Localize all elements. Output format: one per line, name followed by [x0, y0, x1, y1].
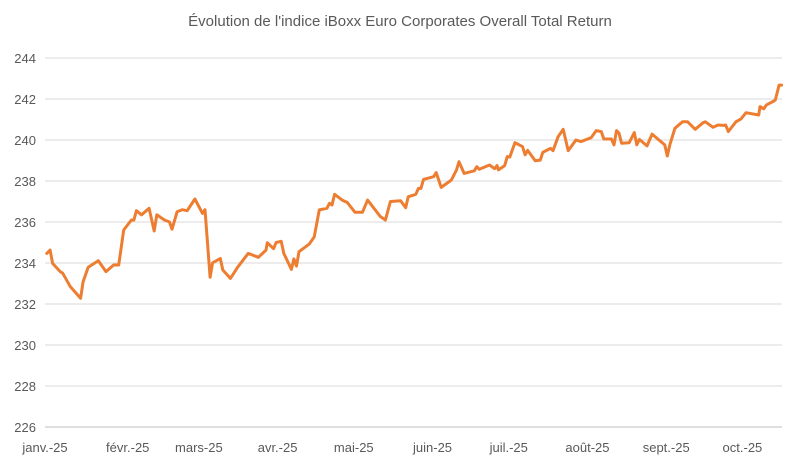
series-layer — [47, 85, 782, 298]
y-tick-label: 236 — [14, 215, 36, 230]
y-tick-label: 242 — [14, 92, 36, 107]
x-tick-label: sept.-25 — [643, 440, 690, 455]
y-tick-label: 238 — [14, 174, 36, 189]
y-axis-tick-labels: 226 228 230 232 234 236 238 240 242 244 — [14, 51, 36, 435]
x-tick-label: janv.-25 — [21, 440, 67, 455]
chart-title: Évolution de l'indice iBoxx Euro Corpora… — [188, 13, 612, 30]
y-tick-label: 226 — [14, 420, 36, 435]
x-tick-label: mai-25 — [334, 440, 374, 455]
x-tick-label: avr.-25 — [258, 440, 298, 455]
x-tick-label: mars-25 — [175, 440, 223, 455]
x-tick-label: août-25 — [565, 440, 609, 455]
x-tick-label: févr.-25 — [106, 440, 149, 455]
x-axis-tick-labels: janv.-25 févr.-25 mars-25 avr.-25 mai-25 juin… — [21, 440, 762, 455]
series-line — [47, 85, 782, 298]
x-tick-label: juil.-25 — [489, 440, 528, 455]
y-tick-label: 230 — [14, 338, 36, 353]
y-tick-label: 244 — [14, 51, 36, 66]
y-tick-label: 232 — [14, 297, 36, 312]
y-tick-label: 228 — [14, 379, 36, 394]
y-tick-label: 234 — [14, 256, 36, 271]
x-tick-label: oct.-25 — [723, 440, 763, 455]
gridlines — [45, 58, 782, 427]
y-tick-label: 240 — [14, 133, 36, 148]
x-tick-label: juin-25 — [412, 440, 452, 455]
